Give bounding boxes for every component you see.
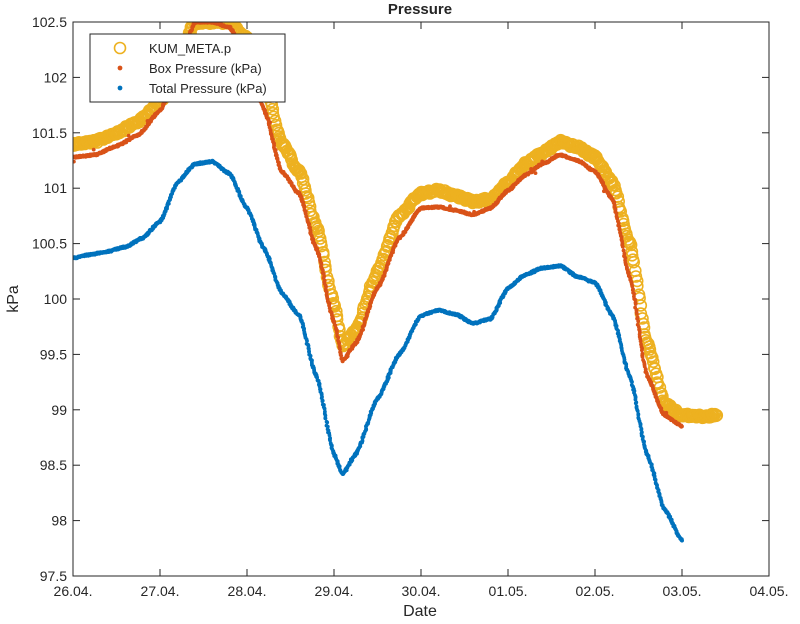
trace-point xyxy=(638,339,643,344)
trace-point xyxy=(322,406,327,411)
series-2 xyxy=(73,22,684,429)
legend-label: Box Pressure (kPa) xyxy=(149,61,262,76)
legend-marker xyxy=(117,65,123,71)
trace-point xyxy=(73,159,76,164)
trace-point xyxy=(709,409,723,423)
trace-point xyxy=(633,401,638,406)
trace-point xyxy=(325,420,330,425)
trace-point xyxy=(361,327,365,332)
trace-point xyxy=(653,477,658,482)
trace-point xyxy=(643,343,657,356)
y-tick-label: 98.5 xyxy=(40,457,67,473)
legend-label: KUM_META.p xyxy=(149,41,231,56)
y-tick-label: 98 xyxy=(51,513,67,529)
trace-point xyxy=(642,439,646,444)
trace-point xyxy=(630,288,635,292)
y-tick-label: 99.5 xyxy=(40,346,67,362)
trace-point xyxy=(91,147,96,152)
trace-point xyxy=(338,347,342,351)
legend-box xyxy=(89,33,286,103)
trace-point xyxy=(632,291,636,296)
trace-point xyxy=(126,133,131,138)
trace-point xyxy=(336,335,341,340)
y-axis-label: kPa xyxy=(5,285,22,313)
y-tick-label: 100 xyxy=(44,291,68,307)
trace-point xyxy=(608,179,621,192)
trace-point xyxy=(633,297,638,302)
legend-marker xyxy=(113,41,127,55)
trace-point xyxy=(636,412,641,417)
trace-point xyxy=(302,205,306,210)
legend-label: Total Pressure (kPa) xyxy=(149,81,267,96)
trace-point xyxy=(325,424,330,429)
trace-point xyxy=(266,102,280,116)
plot-area xyxy=(73,22,769,576)
trace-point xyxy=(339,353,344,358)
legend: KUM_META.p Box Pressure (kPa) Total Pressu… xyxy=(89,33,286,103)
trace-point xyxy=(679,424,684,428)
trace-point xyxy=(646,355,660,369)
trace-point xyxy=(337,341,341,346)
y-tick-label: 102 xyxy=(44,69,68,85)
x-tick-label: 02.05. xyxy=(576,583,615,599)
trace-point xyxy=(648,362,662,376)
trace-point xyxy=(621,248,626,253)
x-tick-label: 27.04. xyxy=(141,583,180,599)
y-tick-label: 97.5 xyxy=(40,568,67,584)
trace-point xyxy=(620,244,625,249)
axes-layer: 26.04. 27.04. 28.04. 29.04. 30.04. 01.05. 02.0… xyxy=(32,14,789,599)
trace-point xyxy=(708,407,722,421)
trace-point xyxy=(633,397,638,402)
trace-point xyxy=(640,355,645,359)
series-trace xyxy=(73,22,684,429)
trace-point xyxy=(327,306,332,311)
trace-point xyxy=(625,249,639,262)
trace-point xyxy=(636,319,641,324)
y-tick-label: 101 xyxy=(44,180,68,196)
x-tick-label: 29.04. xyxy=(315,583,354,599)
x-axis-label: Date xyxy=(403,603,437,620)
trace-point xyxy=(328,438,332,443)
trace-point xyxy=(637,329,642,334)
trace-point xyxy=(680,538,684,543)
x-tick-label: 04.05. xyxy=(750,583,789,599)
x-tick-label: 30.04. xyxy=(402,583,441,599)
series-3 xyxy=(73,158,684,543)
trace-point xyxy=(305,339,309,343)
x-tick-label: 03.05. xyxy=(663,583,702,599)
chart-title: Pressure xyxy=(388,1,452,18)
trace-point xyxy=(635,312,639,316)
trace-point xyxy=(635,409,640,413)
y-tick-label: 100.5 xyxy=(32,236,67,252)
x-tick-label: 26.04. xyxy=(54,583,93,599)
x-tick-label: 01.05. xyxy=(489,583,528,599)
trace-point xyxy=(320,399,325,404)
x-tick-label: 28.04. xyxy=(228,583,267,599)
trace-point xyxy=(335,331,339,336)
trace-point xyxy=(323,416,328,421)
y-tick-label: 101.5 xyxy=(32,125,67,141)
trace-point xyxy=(630,380,634,384)
trace-point xyxy=(640,348,644,353)
trace-point xyxy=(312,224,325,238)
trace-point xyxy=(633,302,638,306)
trace-point xyxy=(268,120,272,125)
y-tick-label: 99 xyxy=(51,402,67,418)
trace-point xyxy=(614,211,619,216)
legend-marker xyxy=(117,85,123,91)
series-trace xyxy=(73,158,684,543)
trace-point xyxy=(627,255,641,269)
trace-point xyxy=(448,204,452,209)
trace-point xyxy=(308,225,312,230)
y-tick-label: 102.5 xyxy=(32,14,67,30)
trace-point xyxy=(533,171,538,176)
